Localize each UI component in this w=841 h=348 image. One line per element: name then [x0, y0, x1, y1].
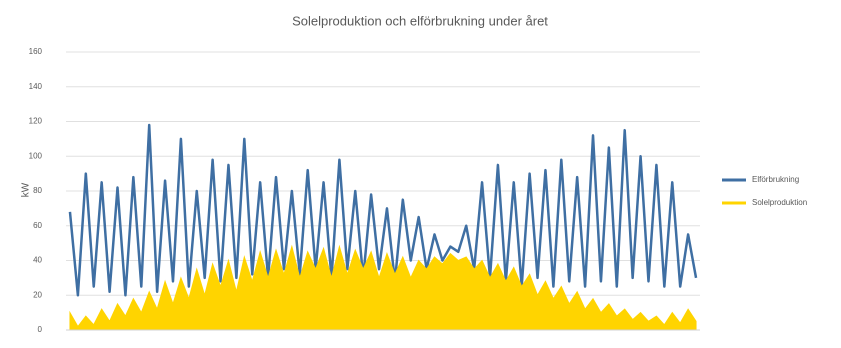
y-tick-label: 0 [38, 325, 43, 334]
y-tick-label: 120 [29, 117, 43, 126]
y-tick-label: 60 [33, 221, 42, 230]
legend-label: Solelproduktion [752, 198, 807, 207]
area [69, 244, 697, 331]
y-tick-label: 100 [29, 151, 43, 160]
line [68, 123, 698, 297]
chart-title: Solelproduktion och elförbrukning under … [292, 13, 548, 28]
legend-label: Elförbrukning [752, 175, 799, 184]
y-tick-label: 40 [33, 256, 42, 265]
y-axis-label: kW [21, 182, 32, 197]
y-tick-label: 160 [29, 47, 43, 56]
y-tick-label: 80 [33, 186, 42, 195]
y-tick-label: 140 [29, 82, 43, 91]
y-tick-label: 20 [33, 290, 42, 299]
